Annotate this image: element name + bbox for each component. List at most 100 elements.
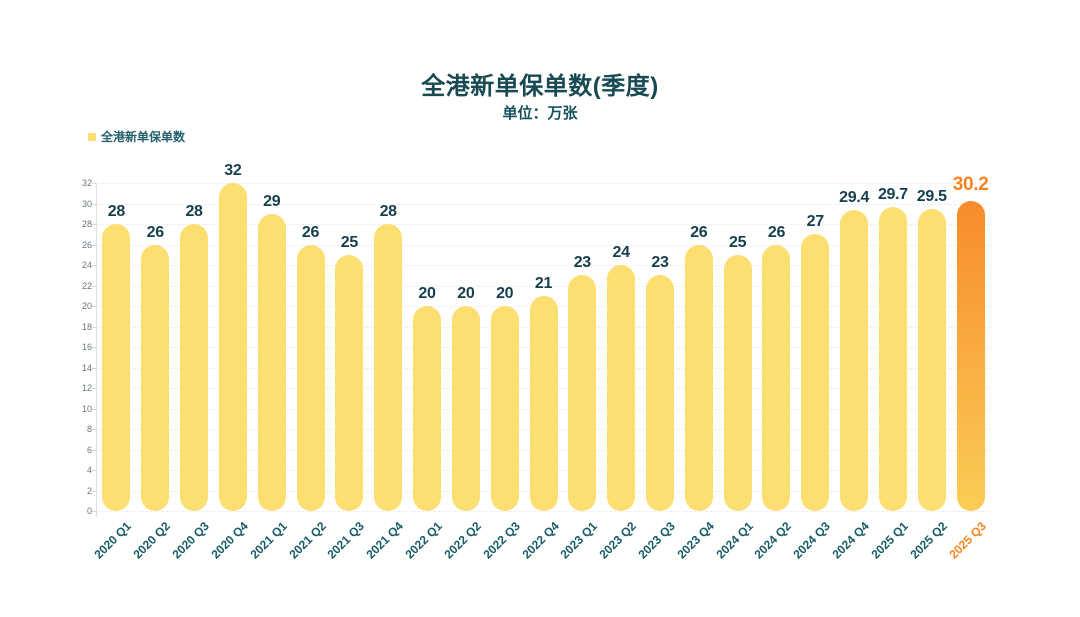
x-axis-label: 2025 Q3	[946, 519, 989, 562]
bar[interactable]	[684, 244, 713, 511]
bar[interactable]	[335, 254, 364, 511]
y-tick-label: 24	[81, 260, 92, 270]
y-tick-label: 10	[81, 403, 92, 414]
y-tick-label: 4	[86, 465, 92, 475]
y-tick-label: 20	[81, 301, 92, 311]
bar-value-label: 29.4	[839, 188, 870, 206]
bar-value-label: 24	[612, 244, 631, 261]
y-tick-label: 22	[81, 280, 92, 291]
bar-value-label: 25	[729, 233, 747, 251]
y-tick-label: 28	[81, 219, 92, 229]
x-axis-label: 2024 Q3	[790, 519, 834, 562]
bar[interactable]	[374, 224, 403, 511]
x-axis-label: 2021 Q3	[324, 519, 368, 562]
x-axis-label: 2025 Q2	[907, 519, 950, 562]
x-axis-label: 2021 Q1	[247, 519, 290, 562]
bar-value-label: 28	[107, 203, 126, 220]
y-tick-label: 30	[81, 198, 92, 209]
bar-value-label: 29	[263, 192, 281, 210]
x-axis-label: 2021 Q4	[363, 519, 407, 562]
y-axis-tick-mark	[92, 224, 96, 225]
bar-value-label: 26	[146, 223, 165, 241]
bar[interactable]	[878, 206, 907, 511]
bar[interactable]	[141, 244, 170, 511]
bar-value-label: 20	[496, 285, 514, 302]
y-axis-tick-mark	[92, 511, 96, 512]
plot-area: 0 2 4 6 8 10 12 14 16 18 20 22 24 26 28 30 32 28 26 28 32 29 2…	[82, 162, 990, 517]
y-axis-tick-mark	[92, 449, 96, 451]
bar-value-label: 32	[224, 162, 242, 179]
bar-value-label: 27	[806, 213, 825, 231]
bar[interactable]	[218, 183, 247, 511]
y-tick-label: 8	[86, 424, 92, 434]
bar[interactable]	[296, 244, 325, 511]
bar-value-label: 30.2	[952, 174, 989, 196]
y-axis-tick-mark	[92, 367, 96, 369]
y-axis-tick-mark	[92, 244, 96, 246]
bar[interactable]	[917, 208, 946, 511]
y-tick-label: 32	[81, 178, 92, 188]
gridline	[97, 265, 990, 266]
y-axis-tick-mark	[92, 470, 96, 471]
y-tick-label: 12	[81, 383, 92, 393]
y-axis-tick-mark	[92, 326, 96, 328]
gridline	[97, 511, 990, 512]
bar-value-label: 23	[651, 254, 669, 272]
y-axis-tick-mark	[92, 183, 96, 184]
x-axis-label: 2021 Q2	[285, 519, 329, 562]
x-axis-label: 2023 Q2	[596, 519, 640, 562]
y-axis-tick-mark	[92, 265, 96, 266]
y-tick-label: 26	[81, 239, 92, 250]
bar[interactable]	[180, 224, 209, 511]
bar-value-label: 20	[418, 285, 436, 302]
bar[interactable]	[723, 254, 752, 511]
bar[interactable]	[645, 275, 674, 511]
bar-value-label: 28	[185, 203, 203, 220]
y-tick-label: 18	[81, 321, 92, 332]
x-axis-label: 2020 Q3	[169, 519, 212, 562]
bar[interactable]	[762, 244, 791, 511]
bar[interactable]	[102, 224, 131, 511]
bar[interactable]	[801, 234, 830, 511]
y-tick-label: 6	[86, 444, 92, 455]
bar-value-label: 21	[534, 274, 553, 292]
bar-value-label: 26	[301, 223, 320, 241]
x-axis-label: 2022 Q2	[441, 519, 484, 562]
bar[interactable]	[257, 213, 286, 511]
gridline	[97, 224, 990, 225]
bar[interactable]	[490, 306, 519, 511]
bar-value-label: 29.5	[916, 187, 947, 205]
x-axis-label: 2022 Q1	[402, 519, 445, 562]
gridline	[97, 183, 990, 184]
x-axis-label: 2023 Q4	[674, 519, 717, 562]
chart-title: 全港新单保单数(季度)	[421, 73, 659, 100]
x-axis-label: 2020 Q2	[130, 519, 174, 562]
legend-label: 全港新单保单数	[101, 130, 186, 144]
bar[interactable]	[451, 306, 480, 511]
legend-item[interactable]: 全港新单保单数	[88, 128, 185, 145]
bar[interactable]	[529, 295, 558, 511]
gridline	[97, 203, 990, 205]
x-axis-label: 2024 Q2	[751, 519, 795, 562]
x-axis-label: 2023 Q1	[557, 519, 601, 562]
bar[interactable]	[413, 306, 442, 511]
bar[interactable]	[568, 275, 597, 511]
x-axis-label: 2022 Q3	[480, 519, 523, 562]
y-axis-tick-mark	[92, 347, 96, 348]
chart-subtitle: 单位：万张	[502, 105, 578, 122]
y-axis-tick-mark	[92, 306, 96, 307]
bar[interactable]	[607, 265, 636, 511]
bar-value-label: 23	[573, 254, 592, 272]
y-tick-label: 16	[81, 342, 92, 352]
y-tick-label: 2	[86, 485, 92, 496]
y-axis-line	[96, 183, 97, 517]
x-axis-label: 2025 Q1	[868, 519, 911, 562]
bar[interactable]	[840, 209, 869, 511]
x-axis-label: 2020 Q1	[91, 519, 135, 562]
bar-value-label: 26	[690, 223, 708, 241]
bar-value-label: 28	[379, 203, 398, 220]
y-axis-tick-mark	[92, 429, 96, 430]
x-axis-label: 2024 Q4	[829, 519, 872, 562]
bar-highlighted[interactable]	[956, 201, 985, 511]
